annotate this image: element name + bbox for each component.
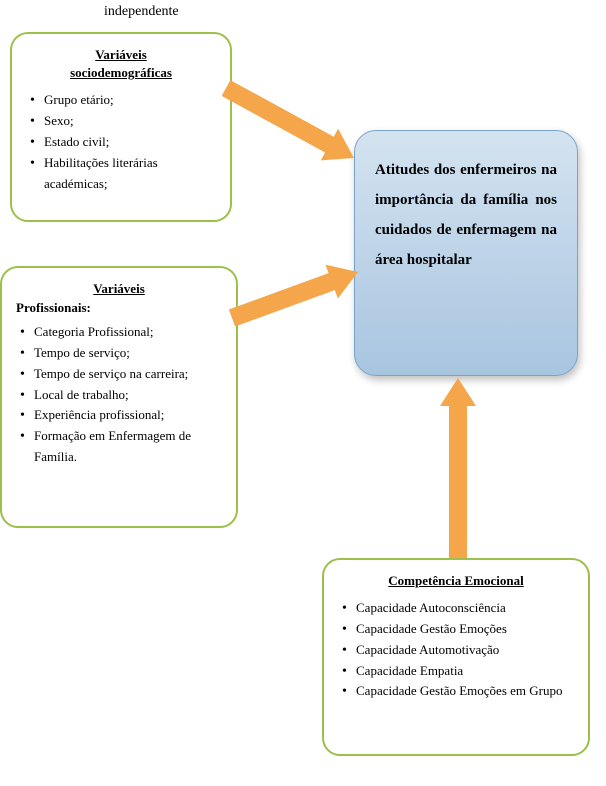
box-title: Variáveis	[16, 280, 222, 298]
list-item: Capacidade Automotivação	[342, 640, 574, 661]
box-title: Competência Emocional	[338, 572, 574, 590]
item-list: Grupo etário; Sexo; Estado civil; Habili…	[26, 90, 216, 194]
title-line1: Competência Emocional	[388, 573, 523, 588]
arrow-2	[228, 258, 368, 330]
arrow-3	[438, 376, 482, 562]
list-item: Grupo etário;	[30, 90, 216, 111]
list-item: Formação em Enfermagem de Família.	[20, 426, 222, 468]
list-item: Categoria Profissional;	[20, 322, 222, 343]
list-item: Habilitações literárias académicas;	[30, 153, 216, 195]
top-label: independente	[104, 4, 179, 20]
arrow-1	[222, 76, 362, 172]
title-line2: sociodemográficas	[70, 65, 172, 80]
box-competencia-emocional: Competência Emocional Capacidade Autocon…	[322, 558, 590, 756]
central-box: Atitudes dos enfermeiros na importância …	[354, 130, 578, 376]
title-line1: Variáveis	[93, 281, 145, 296]
box-profissionais: Variáveis Profissionais: Categoria Profi…	[0, 266, 238, 528]
box-subtitle: Profissionais:	[16, 300, 222, 316]
arrow-shape	[222, 80, 354, 160]
item-list: Categoria Profissional; Tempo de serviço…	[16, 322, 222, 468]
title-line1: Variáveis	[95, 47, 147, 62]
box-sociodemograficas: Variáveis sociodemográficas Grupo etário…	[10, 32, 232, 222]
list-item: Capacidade Gestão Emoções	[342, 619, 574, 640]
list-item: Capacidade Gestão Emoções em Grupo	[342, 681, 574, 702]
arrow-shape	[440, 378, 476, 558]
list-item: Estado civil;	[30, 132, 216, 153]
list-item: Tempo de serviço;	[20, 343, 222, 364]
list-item: Capacidade Autoconsciência	[342, 598, 574, 619]
arrow-shape	[229, 265, 358, 327]
item-list: Capacidade Autoconsciência Capacidade Ge…	[338, 598, 574, 702]
list-item: Tempo de serviço na carreira;	[20, 364, 222, 385]
list-item: Local de trabalho;	[20, 385, 222, 406]
central-text: Atitudes dos enfermeiros na importância …	[375, 155, 557, 275]
list-item: Sexo;	[30, 111, 216, 132]
box-title: Variáveis sociodemográficas	[26, 46, 216, 82]
list-item: Capacidade Empatia	[342, 661, 574, 682]
list-item: Experiência profissional;	[20, 405, 222, 426]
